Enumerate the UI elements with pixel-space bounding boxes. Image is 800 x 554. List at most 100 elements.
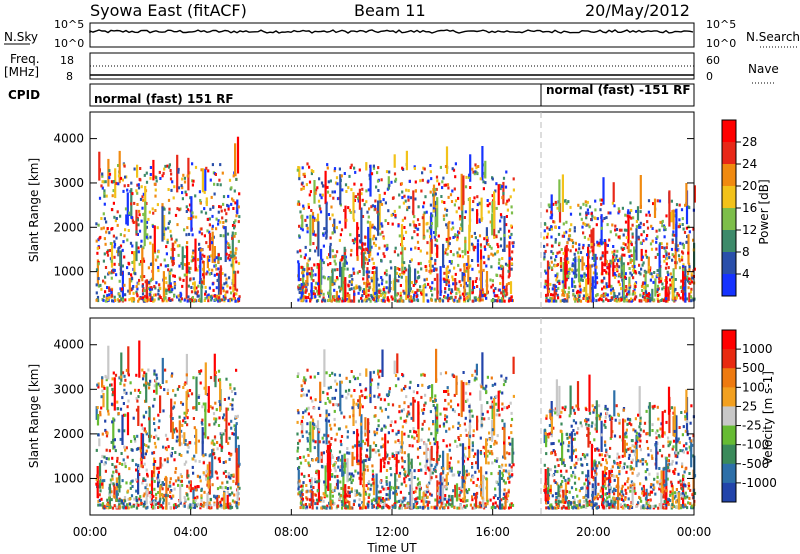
scatter-cell bbox=[210, 195, 213, 199]
scatter-cell bbox=[398, 267, 401, 271]
scatter-cell bbox=[609, 299, 612, 302]
scatter-cell bbox=[365, 299, 368, 303]
scatter-cell bbox=[187, 284, 190, 288]
scatter-cell bbox=[546, 280, 549, 284]
scatter-cell bbox=[233, 270, 236, 274]
scatter-cell bbox=[585, 266, 588, 270]
nsearch-tick-top: 10^5 bbox=[706, 18, 736, 31]
scatter-cell bbox=[231, 398, 234, 402]
scatter-cell bbox=[394, 177, 398, 181]
scatter-cell bbox=[585, 278, 588, 302]
scatter-cell bbox=[325, 409, 328, 445]
scatter-cell bbox=[508, 256, 511, 260]
scatter-cell bbox=[606, 266, 609, 270]
scatter-cell bbox=[556, 275, 559, 279]
scatter-cell bbox=[203, 234, 206, 238]
scatter-cell bbox=[564, 246, 567, 250]
scatter-cell bbox=[465, 262, 468, 266]
scatter-cell bbox=[484, 247, 487, 251]
scatter-cell bbox=[112, 268, 115, 272]
scatter-cell bbox=[155, 434, 158, 438]
scatter-cell bbox=[159, 497, 162, 501]
scatter-cell bbox=[448, 443, 452, 447]
scatter-cell bbox=[234, 248, 237, 252]
scatter-cell bbox=[233, 234, 236, 238]
scatter-cell bbox=[304, 253, 307, 257]
scatter-cell bbox=[638, 271, 641, 275]
scatter-cell bbox=[143, 371, 146, 375]
scatter-cell bbox=[412, 220, 415, 224]
cpid-mode-1: normal (fast) 151 RF bbox=[94, 92, 234, 106]
scatter-cell bbox=[166, 240, 169, 244]
scatter-cell bbox=[505, 376, 508, 380]
scatter-cell bbox=[359, 372, 362, 376]
scatter-cell bbox=[508, 245, 511, 249]
scatter-cell bbox=[660, 242, 663, 246]
scatter-cell bbox=[334, 379, 337, 383]
scatter-cell bbox=[349, 299, 352, 303]
scatter-cell bbox=[655, 247, 658, 251]
scatter-cell bbox=[220, 431, 223, 435]
scatter-cell bbox=[323, 276, 326, 280]
scatter-cell bbox=[570, 223, 573, 227]
scatter-cell bbox=[408, 491, 411, 495]
scatter-cell bbox=[454, 162, 457, 166]
scatter-cell bbox=[174, 451, 177, 454]
scatter-cell bbox=[403, 460, 406, 464]
scatter-cell bbox=[159, 457, 162, 469]
scatter-cell bbox=[497, 261, 501, 265]
scatter-cell bbox=[351, 278, 354, 282]
scatter-cell bbox=[218, 416, 221, 420]
scatter-cell bbox=[412, 427, 415, 430]
scatter-cell bbox=[361, 299, 364, 303]
scatter-cell bbox=[412, 296, 415, 299]
scatter-cell bbox=[488, 202, 491, 206]
scatter-cell bbox=[451, 289, 454, 293]
scatter-cell bbox=[495, 480, 498, 484]
scatter-cell bbox=[403, 401, 406, 405]
scatter-cell bbox=[562, 290, 565, 294]
scatter-cell bbox=[348, 504, 351, 508]
scatter-cell bbox=[502, 298, 505, 302]
scatter-cell bbox=[448, 297, 451, 301]
scatter-cell bbox=[434, 258, 437, 262]
scatter-cell bbox=[183, 502, 186, 506]
scatter-cell bbox=[423, 167, 426, 171]
scatter-cell bbox=[120, 501, 123, 505]
scatter-cell bbox=[363, 281, 366, 285]
scatter-cell bbox=[385, 286, 388, 290]
scatter-cell bbox=[625, 287, 628, 291]
scatter-cell bbox=[612, 295, 615, 299]
scatter-cell bbox=[611, 258, 614, 262]
scatter-cell bbox=[376, 179, 380, 183]
scatter-cell bbox=[482, 291, 485, 294]
scatter-cell bbox=[430, 463, 433, 467]
scatter-cell bbox=[605, 285, 609, 289]
scatter-cell bbox=[444, 371, 448, 375]
scatter-cell bbox=[368, 207, 371, 211]
scatter-cell bbox=[166, 392, 169, 395]
scatter-cell bbox=[628, 215, 631, 219]
scatter-cell bbox=[640, 267, 643, 271]
scatter-cell bbox=[400, 430, 404, 454]
scatter-cell bbox=[397, 459, 400, 463]
scatter-cell bbox=[112, 390, 115, 394]
scatter-cell bbox=[458, 290, 461, 294]
scatter-cell bbox=[653, 298, 656, 302]
scatter-cell bbox=[608, 263, 611, 288]
scatter-cell bbox=[474, 236, 477, 240]
scatter-cell bbox=[440, 195, 443, 198]
scatter-cell bbox=[497, 390, 500, 412]
scatter-cell bbox=[103, 455, 106, 459]
scatter-cell bbox=[547, 289, 551, 293]
scatter-cell bbox=[353, 271, 356, 275]
scatter-cell bbox=[221, 445, 224, 449]
scatter-cell bbox=[341, 256, 344, 259]
scatter-cell bbox=[145, 171, 148, 175]
scatter-cell bbox=[327, 277, 330, 281]
scatter-cell bbox=[311, 418, 315, 441]
scatter-cell bbox=[97, 262, 100, 266]
scatter-cell bbox=[639, 210, 642, 214]
scatter-cell bbox=[391, 297, 394, 301]
scatter-cell bbox=[112, 270, 115, 274]
